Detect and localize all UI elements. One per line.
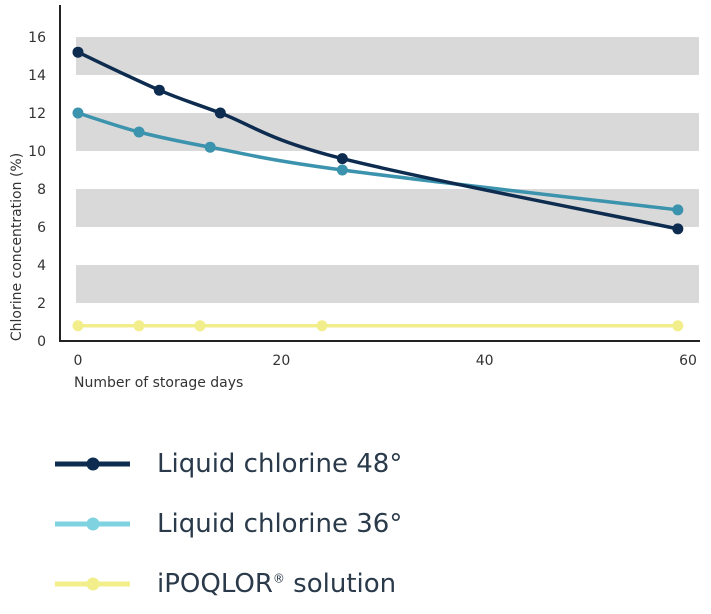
data-point xyxy=(672,204,684,216)
data-point xyxy=(672,223,684,235)
legend-label-ipoqlor-registered-mark: ® xyxy=(272,571,285,586)
legend-marker-ipoqlor xyxy=(86,577,99,591)
x-tick-label: 0 xyxy=(74,353,83,369)
y-tick-label: 2 xyxy=(37,296,46,312)
legend: Liquid chlorine 48° Liquid chlorine 36° … xyxy=(55,434,402,614)
y-axis-title: Chlorine concentration (%) xyxy=(9,153,25,341)
data-point xyxy=(194,320,206,332)
line-chart: 0 2 4 6 8 10 12 14 16 0 20 40 60 Chlorine concentra… xyxy=(9,5,700,391)
series-0 xyxy=(72,46,684,235)
y-tick-label: 6 xyxy=(37,220,46,236)
data-point xyxy=(133,126,145,138)
y-tick-label: 0 xyxy=(37,334,46,350)
legend-item-liquid-chlorine-36: Liquid chlorine 36° xyxy=(55,494,402,554)
legend-marker-36 xyxy=(86,517,99,531)
legend-swatch-48 xyxy=(55,453,130,475)
grid-band-2 xyxy=(76,113,699,151)
data-point xyxy=(336,153,348,165)
y-tick-labels: 0 2 4 6 8 10 12 14 16 xyxy=(28,30,46,350)
legend-marker-48 xyxy=(86,457,99,471)
legend-label-36: Liquid chlorine 36° xyxy=(157,509,403,539)
legend-swatch-ipoqlor xyxy=(55,573,130,595)
x-tick-label: 60 xyxy=(679,353,697,369)
data-point xyxy=(72,320,84,332)
x-tick-label: 40 xyxy=(476,353,494,369)
series-1 xyxy=(72,107,684,216)
legend-label-ipoqlor-name: iPOQLOR xyxy=(157,569,273,599)
data-point xyxy=(133,320,145,332)
legend-label-48: Liquid chlorine 48° xyxy=(157,449,403,479)
data-point xyxy=(336,164,348,176)
grid-band-0 xyxy=(76,265,699,303)
data-point xyxy=(204,141,216,153)
data-point xyxy=(72,46,84,58)
x-tick-labels: 0 20 40 60 xyxy=(74,353,697,369)
series-layer xyxy=(72,46,684,332)
y-tick-label: 14 xyxy=(28,68,46,84)
legend-item-ipoqlor-solution: iPOQLOR® solution xyxy=(55,554,402,614)
data-point xyxy=(672,320,684,332)
y-tick-label: 4 xyxy=(37,258,46,274)
grid-band-1 xyxy=(76,189,699,227)
x-tick-label: 20 xyxy=(272,353,290,369)
series-2 xyxy=(72,320,684,332)
grid-band-3 xyxy=(76,37,699,75)
legend-item-liquid-chlorine-48: Liquid chlorine 48° xyxy=(55,434,402,494)
data-point xyxy=(214,107,226,119)
axes xyxy=(59,5,700,342)
data-point xyxy=(316,320,328,332)
legend-label-ipoqlor: iPOQLOR® solution xyxy=(157,569,396,599)
grid-bands xyxy=(76,37,699,303)
y-tick-label: 12 xyxy=(28,106,46,122)
y-tick-label: 8 xyxy=(37,182,46,198)
y-tick-label: 16 xyxy=(28,30,46,46)
legend-label-ipoqlor-suffix: solution xyxy=(284,569,397,599)
series-line-0 xyxy=(76,50,680,231)
legend-swatch-36 xyxy=(55,513,130,535)
data-point xyxy=(72,107,84,119)
data-point xyxy=(153,84,165,96)
x-axis-title: Number of storage days xyxy=(74,375,243,391)
y-tick-label: 10 xyxy=(28,144,46,160)
